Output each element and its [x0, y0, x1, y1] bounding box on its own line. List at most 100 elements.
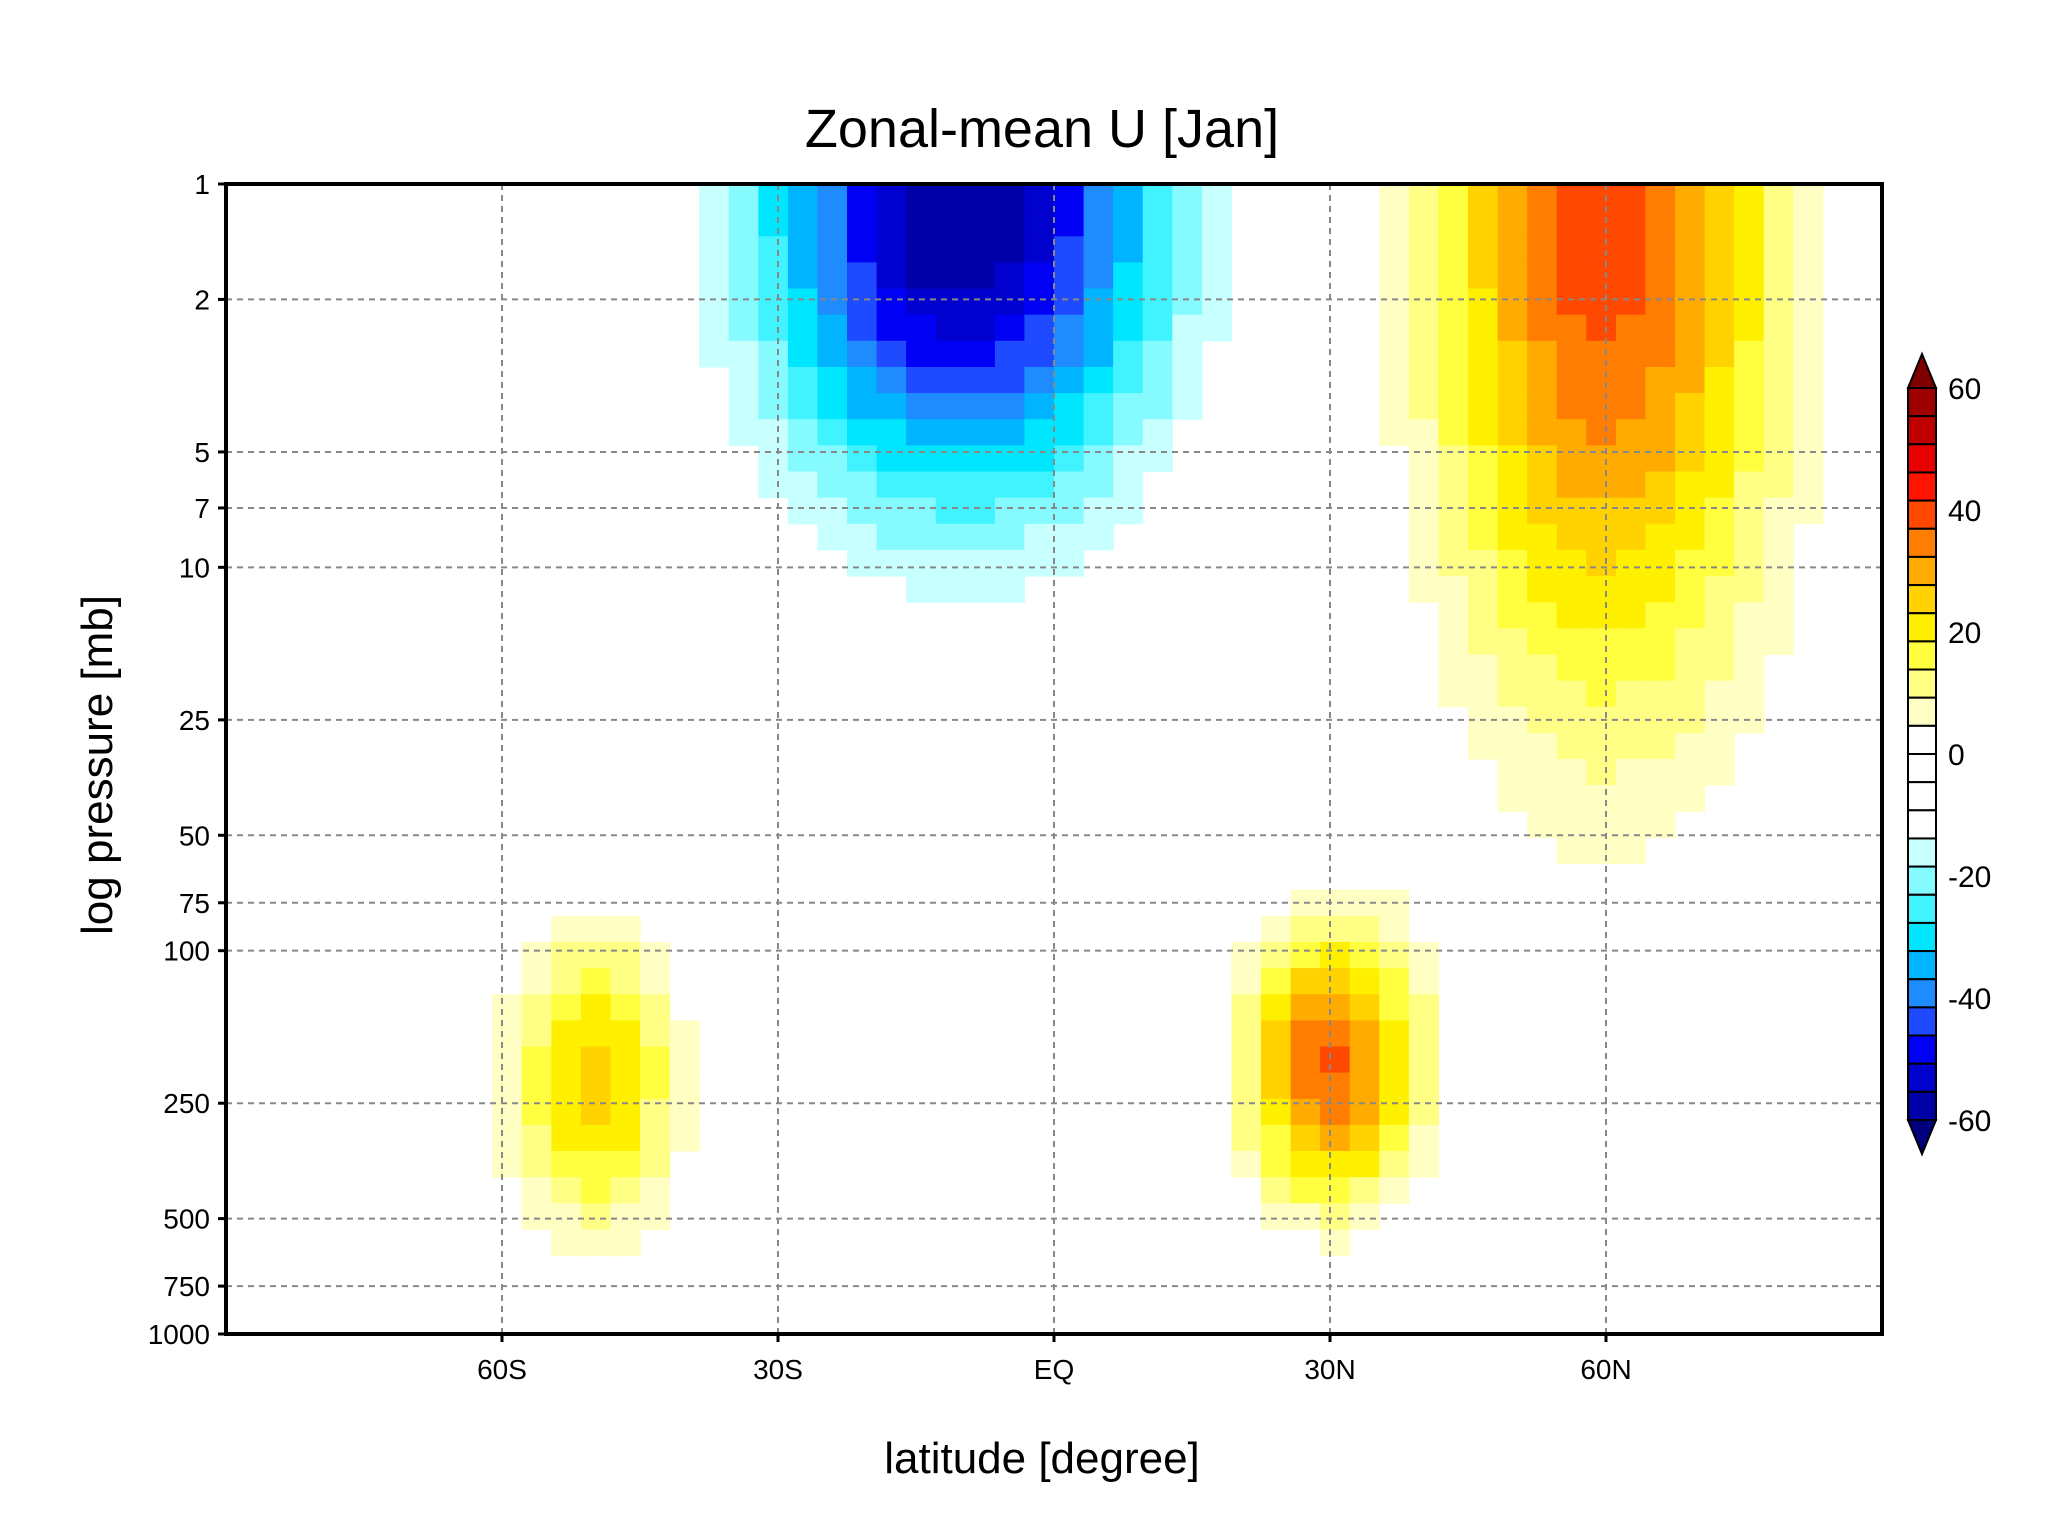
y-tick-label: 750 [163, 1271, 210, 1302]
heatmap-cell [1408, 549, 1440, 577]
heatmap-cell [1497, 184, 1528, 211]
heatmap-cell [1704, 210, 1735, 237]
heatmap-cell [1704, 262, 1735, 290]
heatmap-cell [1468, 288, 1499, 316]
heatmap-cell [1556, 497, 1587, 525]
heatmap-cell [1290, 1177, 1321, 1204]
heatmap-cell [787, 210, 819, 237]
heatmap-cell [1704, 445, 1735, 473]
heatmap-cell [1468, 549, 1499, 577]
heatmap-cell [1556, 184, 1587, 211]
heatmap-cell [1645, 549, 1676, 577]
heatmap-cell [906, 471, 937, 499]
heatmap-cell [847, 210, 878, 237]
heatmap-cell [1734, 236, 1765, 263]
heatmap-cell [1704, 236, 1735, 263]
heatmap-cell [1586, 471, 1617, 499]
heatmap-cell [1349, 1151, 1380, 1178]
heatmap-cell [1408, 1151, 1440, 1178]
heatmap-cell [1024, 288, 1055, 316]
heatmap-cell [1527, 811, 1558, 838]
heatmap-cell [1408, 236, 1440, 263]
heatmap-cell [1290, 1046, 1321, 1074]
heatmap-cell [1586, 523, 1617, 551]
heatmap-cell [994, 445, 1026, 473]
heatmap-cell [1379, 288, 1410, 316]
heatmap-cell [817, 445, 848, 473]
heatmap-cell [1379, 184, 1410, 211]
heatmap-cell [1408, 1046, 1440, 1074]
colorbar-max-extension [1906, 351, 1938, 389]
heatmap-cell [1763, 419, 1794, 446]
heatmap-cell [1497, 576, 1528, 603]
heatmap-cell [1527, 497, 1558, 525]
heatmap-cell [787, 419, 819, 446]
heatmap-cell [1793, 367, 1824, 394]
heatmap-cell [1172, 210, 1203, 237]
heatmap-cell [492, 1020, 523, 1048]
heatmap-cell [1675, 602, 1706, 629]
heatmap-cell [1379, 419, 1410, 446]
heatmap-cell [640, 942, 671, 969]
heatmap-cell [965, 549, 996, 577]
heatmap-cell [1349, 915, 1380, 943]
heatmap-cell [1468, 314, 1499, 342]
heatmap-cell [1054, 314, 1085, 342]
heatmap-cell [1675, 288, 1706, 316]
heatmap-cell [1142, 288, 1173, 316]
heatmap-cell [1408, 184, 1440, 211]
heatmap-cell [1763, 523, 1794, 551]
heatmap-cell [935, 236, 966, 263]
heatmap-cell [1527, 419, 1558, 446]
heatmap-cell [1497, 367, 1528, 394]
heatmap-cell [728, 210, 759, 237]
colorbar-swatch [1907, 584, 1937, 615]
heatmap-cell [640, 1177, 671, 1204]
y-tick-label: 2 [194, 284, 210, 315]
heatmap-cell [1615, 445, 1647, 473]
heatmap-cell [728, 340, 759, 368]
heatmap-cell [935, 549, 966, 577]
heatmap-cell [1793, 419, 1824, 446]
heatmap-cell [1083, 262, 1114, 290]
heatmap-cell [1054, 445, 1085, 473]
heatmap-cell [1675, 236, 1706, 263]
heatmap-cell [758, 314, 789, 342]
heatmap-cell [1586, 576, 1617, 603]
heatmap-cell [1054, 288, 1085, 316]
heatmap-cell [1261, 1203, 1292, 1230]
heatmap-cell [1083, 210, 1114, 237]
heatmap-cell [817, 419, 848, 446]
heatmap-cell [699, 314, 730, 342]
heatmap-cell [1645, 419, 1676, 446]
heatmap-cell [1675, 367, 1706, 394]
heatmap-cell [965, 262, 996, 290]
heatmap-cell [1408, 340, 1440, 368]
y-axis-title: log pressure [mb] [73, 595, 122, 935]
heatmap-cell [906, 393, 937, 420]
heatmap-cell [1408, 968, 1440, 995]
x-tick-label: 30S [753, 1354, 803, 1385]
heatmap-cell [1320, 915, 1351, 943]
chart-title: Zonal-mean U [Jan] [805, 99, 1279, 159]
heatmap-cell [935, 445, 966, 473]
heatmap-cell [1556, 628, 1587, 655]
heatmap-cell [1793, 393, 1824, 420]
heatmap-cell [1172, 236, 1203, 263]
heatmap-cell [1763, 393, 1794, 420]
heatmap-cell [1468, 236, 1499, 263]
heatmap-cell [1468, 732, 1499, 760]
heatmap-cell [1527, 236, 1558, 263]
heatmap-cell [699, 210, 730, 237]
colorbar-label: -40 [1948, 983, 1991, 1016]
heatmap-cell [1349, 1020, 1380, 1048]
heatmap-cell [1556, 732, 1587, 760]
heatmap-cell [1497, 654, 1528, 682]
heatmap-cell [1024, 367, 1055, 394]
heatmap-cell [994, 340, 1026, 368]
heatmap-cell [1704, 471, 1735, 499]
heatmap-cell [965, 236, 996, 263]
colorbar-label: 40 [1948, 495, 1981, 528]
heatmap-cell [1734, 523, 1765, 551]
colorbar-swatch [1907, 1006, 1937, 1037]
